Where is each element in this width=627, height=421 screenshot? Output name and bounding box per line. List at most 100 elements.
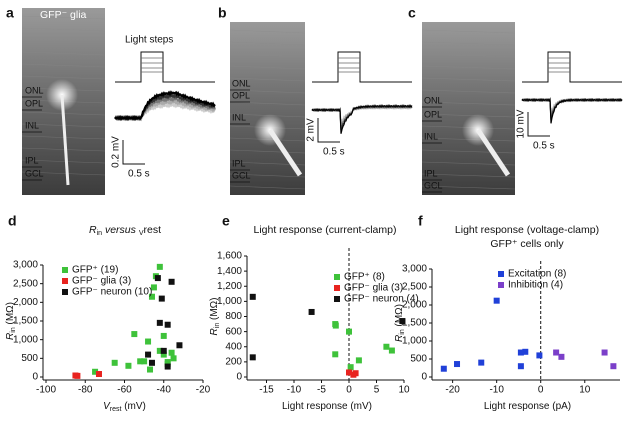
y-tick-label: 400 (225, 341, 242, 352)
texture (421, 185, 516, 190)
layer-label: OPL (25, 98, 43, 108)
y-axis-label-part: in (399, 329, 406, 335)
data-point (141, 358, 148, 365)
legend-swatch (62, 278, 68, 284)
x-tick-label: -100 (36, 385, 56, 396)
data-point (160, 351, 167, 358)
legend-label: GFP⁻ neuron (4) (344, 294, 419, 305)
chart-subtitle: GFP⁺ cells only (490, 238, 564, 250)
data-point (125, 362, 132, 369)
data-point (399, 318, 406, 325)
legend-swatch (334, 296, 340, 302)
legend-swatch (498, 271, 504, 277)
data-point (156, 263, 163, 270)
data-point (383, 343, 390, 350)
texture (21, 75, 106, 80)
x-axis-label: Light response (pA) (484, 401, 571, 412)
texture (421, 29, 516, 34)
x-axis-label: Vrest (mV) (103, 401, 146, 414)
scale-bar (122, 140, 145, 165)
scale-voltage: 2 mV (306, 118, 317, 142)
layer-label: IPL (25, 155, 39, 165)
data-point (346, 328, 352, 335)
scale-voltage: 0.2 mV (111, 136, 122, 168)
texture (21, 39, 106, 44)
data-point (332, 322, 339, 329)
texture (421, 101, 516, 106)
x-tick-label: 0 (538, 385, 544, 396)
data-point (454, 361, 461, 368)
stimulus-label: Light steps (125, 35, 173, 46)
data-point (156, 347, 163, 354)
chart-title-part: in (97, 230, 103, 237)
legend-label: GFP⁻ neuron (10) (72, 287, 152, 298)
data-point (164, 321, 171, 328)
chart-title-part: R (89, 224, 97, 236)
data-point (154, 275, 161, 282)
legend-label: GFP⁺ (19) (72, 265, 118, 276)
x-axis-label-part: V (103, 401, 111, 412)
texture (229, 89, 306, 94)
data-point (493, 297, 500, 304)
data-point (158, 295, 165, 302)
layer-label: GCL (25, 168, 44, 178)
texture (21, 159, 106, 164)
x-tick-label: -10 (489, 385, 504, 396)
y-axis-label-part: in (10, 327, 17, 333)
legend-swatch (334, 285, 340, 291)
y-tick-label: 200 (225, 357, 242, 368)
layer-label: GCL (424, 180, 443, 190)
data-point (332, 351, 339, 358)
y-tick-label: 2,000 (13, 297, 38, 308)
y-axis-label-part: (MΩ) (209, 298, 220, 323)
y-tick-label: 1,200 (217, 281, 242, 292)
panel-letter: d (8, 213, 17, 229)
x-axis-label-part: rest (110, 406, 122, 413)
texture (421, 41, 516, 46)
texture (21, 63, 106, 68)
data-point (145, 338, 152, 345)
data-point (156, 319, 163, 326)
texture (421, 53, 516, 58)
y-axis-label: Rin (MΩ) (209, 298, 222, 336)
data-point (522, 348, 529, 355)
x-tick-label: 5 (374, 385, 380, 396)
y-axis-label: Rin (MΩ) (5, 302, 18, 340)
y-axis-label-part: in (214, 323, 221, 329)
texture (229, 149, 306, 154)
data-point (601, 349, 608, 356)
texture (229, 41, 306, 46)
texture (21, 171, 106, 176)
panel-letter: e (222, 213, 230, 229)
chart-title-part: V (139, 230, 144, 237)
y-tick-label: 0 (236, 372, 242, 383)
y-axis-label-part: R (394, 335, 405, 342)
x-tick-label: -10 (287, 385, 302, 396)
legend-label: GFP⁺ (8) (344, 272, 385, 283)
x-tick-label: -15 (259, 385, 274, 396)
texture (229, 77, 306, 82)
x-tick-label: -40 (157, 385, 172, 396)
y-tick-label: 500 (410, 354, 427, 365)
scale-time: 0.5 s (128, 169, 150, 180)
x-tick-label: -20 (196, 385, 211, 396)
layer-label: INL (424, 131, 438, 141)
texture (229, 29, 306, 34)
texture (421, 113, 516, 118)
chart-title-part: versus (102, 224, 139, 236)
x-tick-label: 10 (398, 385, 410, 396)
chart-title-part: rest (143, 224, 161, 236)
legend-swatch (498, 282, 504, 288)
data-point (308, 308, 315, 315)
scale-time: 0.5 s (533, 141, 555, 152)
data-point (176, 342, 183, 349)
texture (421, 89, 516, 94)
data-point (517, 363, 524, 370)
data-point (388, 347, 395, 354)
x-axis-label-part: Light response (pA) (484, 401, 571, 412)
texture (229, 101, 306, 106)
panel-letter: a (6, 5, 14, 21)
cell-process (475, 128, 511, 177)
x-tick-label: -60 (117, 385, 132, 396)
